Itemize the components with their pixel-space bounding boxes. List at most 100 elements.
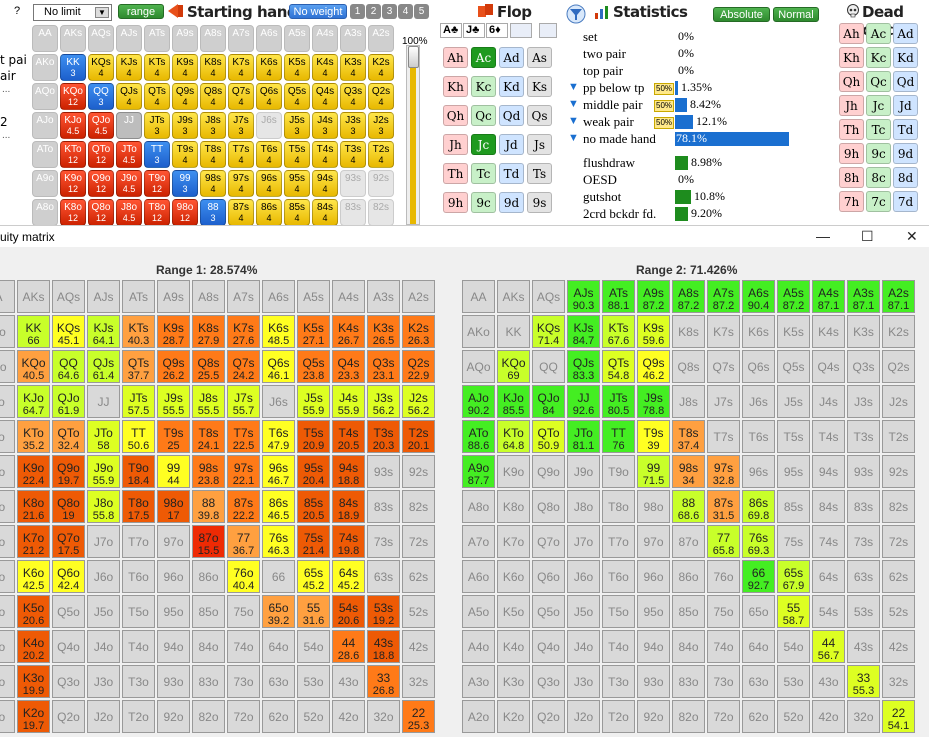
starting-hand-cell[interactable]: T8s 4	[200, 141, 226, 168]
range2-cell[interactable]: T6o	[602, 560, 635, 593]
range2-cell[interactable]: 98o	[637, 490, 670, 523]
range1-cell[interactable]: 54s 20.6	[332, 595, 365, 628]
board-card-Kc[interactable]: Kc	[471, 76, 496, 97]
range2-cell[interactable]: 66 92.7	[742, 560, 775, 593]
range2-cell[interactable]: KK	[497, 315, 530, 348]
dead-card-8d[interactable]: 8d	[893, 167, 918, 188]
range2-cell[interactable]: Q5o	[532, 595, 565, 628]
range2-cell[interactable]: 92s	[882, 455, 915, 488]
range2-cell[interactable]: 96o	[637, 560, 670, 593]
starting-hand-cell[interactable]: K9s 4	[172, 54, 198, 81]
starting-hand-cell[interactable]: Q8s 4	[200, 83, 226, 110]
range1-cell[interactable]: Q8o 19	[52, 490, 85, 523]
range1-cell[interactable]: T5o	[122, 595, 155, 628]
range1-cell[interactable]: A5s	[297, 280, 330, 313]
range2-cell[interactable]: A7o	[462, 525, 495, 558]
range2-cell[interactable]: A4s 87.1	[812, 280, 845, 313]
board-card-9d[interactable]: 9d	[499, 192, 524, 213]
range2-cell[interactable]: 85s	[777, 490, 810, 523]
range1-cell[interactable]: Q4s 23.3	[332, 350, 365, 383]
range1-cell[interactable]: 66	[262, 560, 295, 593]
starting-hand-cell[interactable]: K9o 12	[60, 170, 86, 197]
starting-hand-cell[interactable]: A9s	[172, 25, 198, 52]
range1-cell[interactable]: Q2o	[52, 700, 85, 733]
starting-hand-cell[interactable]: 87s 4	[228, 199, 254, 225]
range2-cell[interactable]: 74s	[812, 525, 845, 558]
starting-hand-cell[interactable]: 98s 4	[200, 170, 226, 197]
range1-cell[interactable]: 85s 20.5	[297, 490, 330, 523]
filter-icon[interactable]: ▼	[568, 98, 579, 110]
range1-cell[interactable]: 88 39.8	[192, 490, 225, 523]
starting-hand-cell[interactable]: 86s 4	[256, 199, 282, 225]
starting-hand-cell[interactable]: KTs 4	[144, 54, 170, 81]
range2-cell[interactable]: KJs 84.7	[567, 315, 600, 348]
range1-cell[interactable]: 62s	[402, 560, 435, 593]
range1-cell[interactable]: T7s 22.5	[227, 420, 260, 453]
range2-cell[interactable]: AQo	[462, 350, 495, 383]
range2-cell[interactable]: 77 65.8	[707, 525, 740, 558]
range2-cell[interactable]: 73s	[847, 525, 880, 558]
range1-cell[interactable]: A3s	[367, 280, 400, 313]
range1-cell[interactable]: Q8s 25.5	[192, 350, 225, 383]
range2-cell[interactable]: 94o	[637, 630, 670, 663]
range2-cell[interactable]: 72s	[882, 525, 915, 558]
range1-cell[interactable]: 42s	[402, 630, 435, 663]
range2-cell[interactable]: Q8s	[672, 350, 705, 383]
range2-cell[interactable]: 85o	[672, 595, 705, 628]
range1-cell[interactable]: QTo 32.4	[52, 420, 85, 453]
range1-cell[interactable]: JJ	[87, 385, 120, 418]
dead-card-Kd[interactable]: Kd	[893, 47, 918, 68]
weight-1-button[interactable]: 1	[350, 4, 365, 19]
starting-hand-cell[interactable]: A2s	[368, 25, 394, 52]
range2-cell[interactable]: T9s 39	[637, 420, 670, 453]
starting-hand-cell[interactable]: QTo 12	[88, 141, 114, 168]
range1-cell[interactable]: 77 36.7	[227, 525, 260, 558]
starting-hand-cell[interactable]: J8o 4.5	[116, 199, 142, 225]
range2-cell[interactable]: 64o	[742, 630, 775, 663]
dead-card-9h[interactable]: 9h	[839, 143, 864, 164]
range1-cell[interactable]: QJs 61.4	[87, 350, 120, 383]
dead-card-Ad[interactable]: Ad	[893, 23, 918, 44]
starting-hand-cell[interactable]: T9o 12	[144, 170, 170, 197]
range2-cell[interactable]: 95o	[637, 595, 670, 628]
starting-hand-cell[interactable]: J3s 3	[340, 112, 366, 139]
range1-cell[interactable]: K9s 28.7	[157, 315, 190, 348]
range1-cell[interactable]: QTs 37.7	[122, 350, 155, 383]
range1-cell[interactable]: 83s	[367, 490, 400, 523]
starting-hand-cell[interactable]: A4s	[312, 25, 338, 52]
range1-cell[interactable]: T9o 18.4	[122, 455, 155, 488]
starting-hand-cell[interactable]: J9o 4.5	[116, 170, 142, 197]
range1-cell[interactable]: A4s	[332, 280, 365, 313]
range1-cell[interactable]: K4o 20.2	[17, 630, 50, 663]
range2-cell[interactable]: 83o	[672, 665, 705, 698]
range2-cell[interactable]: AA	[462, 280, 495, 313]
range1-cell[interactable]: J6o	[87, 560, 120, 593]
filter-icon[interactable]: ▼	[568, 81, 579, 93]
range2-cell[interactable]: T6s	[742, 420, 775, 453]
range1-cell[interactable]: 44 28.6	[332, 630, 365, 663]
range1-cell[interactable]: 73s	[367, 525, 400, 558]
board-card-Ts[interactable]: Ts	[527, 163, 552, 184]
range1-cell[interactable]: 22 25.3	[402, 700, 435, 733]
range1-cell[interactable]: T4o	[122, 630, 155, 663]
range1-cell[interactable]: T7o	[122, 525, 155, 558]
range2-cell[interactable]: K7s	[707, 315, 740, 348]
range2-cell[interactable]: T9o	[602, 455, 635, 488]
turn-card-slot[interactable]	[510, 23, 532, 38]
range1-cell[interactable]: T6o	[122, 560, 155, 593]
range2-cell[interactable]: 99 71.5	[637, 455, 670, 488]
range2-cell[interactable]: K3s	[847, 315, 880, 348]
starting-hand-cell[interactable]: 92s	[368, 170, 394, 197]
range2-cell[interactable]: Q2s	[882, 350, 915, 383]
range2-cell[interactable]: 75s	[777, 525, 810, 558]
weight-tag[interactable]: 50%	[654, 100, 675, 112]
range2-cell[interactable]: T4s	[812, 420, 845, 453]
range1-cell[interactable]: K5s 27.1	[297, 315, 330, 348]
range1-cell[interactable]: ATs	[122, 280, 155, 313]
starting-hand-cell[interactable]: 97s 4	[228, 170, 254, 197]
range1-cell[interactable]: J5s 55.9	[297, 385, 330, 418]
dead-card-9d[interactable]: 9d	[893, 143, 918, 164]
range1-cell[interactable]: QQ 64.6	[52, 350, 85, 383]
range2-cell[interactable]: QTs 54.8	[602, 350, 635, 383]
range2-cell[interactable]: 65s 67.9	[777, 560, 810, 593]
